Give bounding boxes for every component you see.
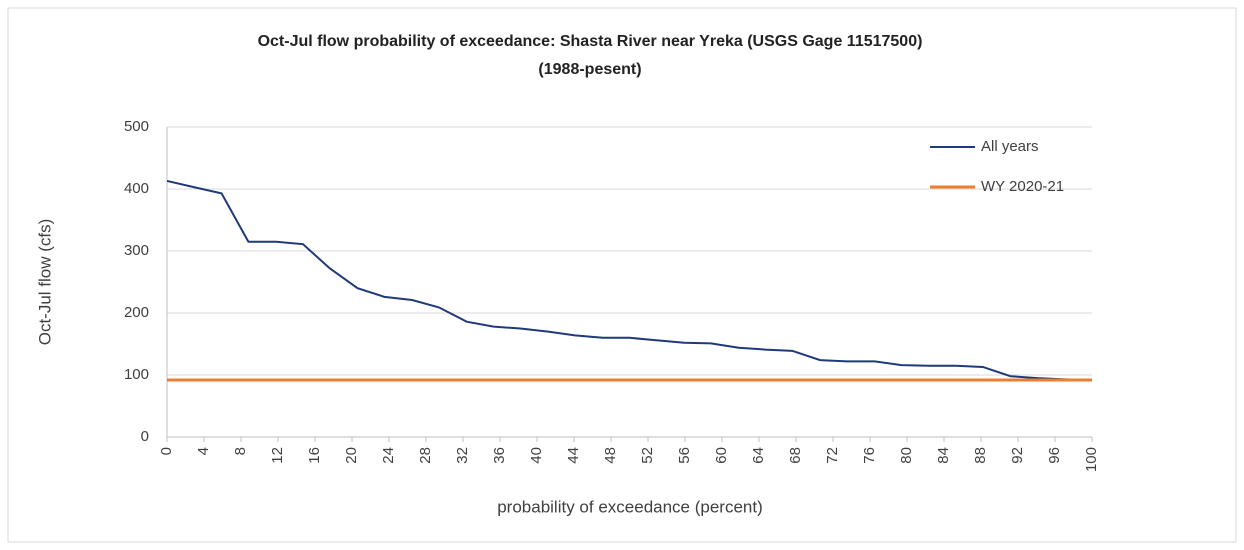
x-tick-label: 0 (158, 447, 175, 455)
x-tick-label: 24 (380, 447, 397, 464)
chart-subtitle: (1988-pesent) (538, 61, 641, 78)
x-tick-label: 20 (343, 447, 360, 464)
chart-title: Oct-Jul flow probability of exceedance: … (258, 33, 923, 50)
x-tick-label: 40 (528, 447, 545, 464)
x-tick-label: 80 (898, 447, 915, 464)
legend-label: All years (981, 138, 1039, 155)
x-tick-label: 56 (676, 447, 693, 464)
x-tick-label: 68 (787, 447, 804, 464)
x-tick-label: 76 (861, 447, 878, 464)
x-tick-label: 32 (454, 447, 471, 464)
x-tick-label: 36 (491, 447, 508, 464)
x-axis-label: probability of exceedance (percent) (497, 497, 763, 516)
x-tick-label: 84 (935, 447, 952, 464)
x-tick-label: 48 (602, 447, 619, 464)
chart-border (7, 7, 1237, 543)
x-tick-label: 4 (195, 447, 212, 455)
x-tick-label: 16 (306, 447, 323, 464)
x-tick-label: 88 (972, 447, 989, 464)
x-tick-label: 8 (232, 447, 249, 455)
legend-label: WY 2020-21 (981, 178, 1064, 195)
x-tick-label: 64 (750, 447, 767, 464)
y-tick-label: 500 (124, 118, 149, 135)
y-tick-label: 200 (124, 304, 149, 321)
y-tick-label: 0 (141, 428, 149, 445)
x-tick-label: 28 (417, 447, 434, 464)
y-tick-label: 400 (124, 180, 149, 197)
x-tick-label: 12 (269, 447, 286, 464)
x-tick-label: 44 (565, 447, 582, 464)
x-tick-label: 92 (1009, 447, 1026, 464)
x-tick-label: 96 (1046, 447, 1063, 464)
y-tick-label: 300 (124, 242, 149, 259)
x-tick-label: 60 (713, 447, 730, 464)
x-tick-label: 52 (639, 447, 656, 464)
y-tick-label: 100 (124, 366, 149, 383)
x-tick-label: 72 (824, 447, 841, 464)
x-tick-label: 100 (1083, 447, 1100, 472)
series-line (166, 179, 1093, 381)
y-axis-label: Oct-Jul flow (cfs) (35, 219, 54, 346)
